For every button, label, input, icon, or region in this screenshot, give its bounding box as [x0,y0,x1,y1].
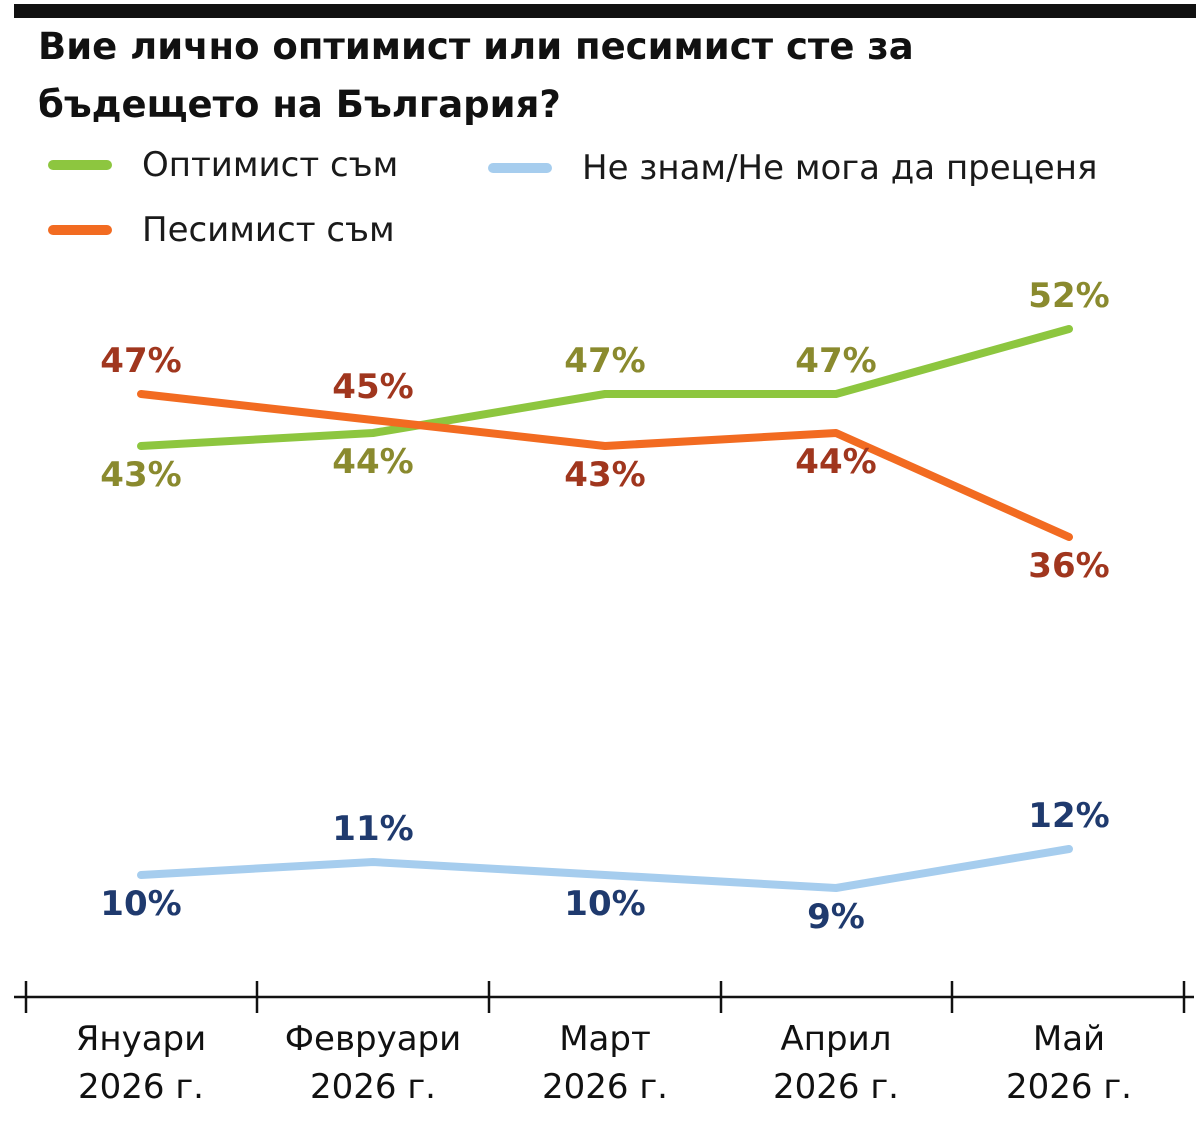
legend-item-dont-know: Не знам/Не мога да преценя [488,143,1097,193]
data-label-optimist-2: 47% [564,341,645,381]
data-label-optimist-0: 43% [100,455,181,495]
x-tick-label-4: Май 2026 г. [1006,1019,1132,1107]
legend-swatch-pessimist [48,225,112,235]
data-label-pessimist-1: 45% [332,367,413,407]
legend-swatch-optimist [48,160,112,170]
data-label-dont-know-0: 10% [100,884,181,924]
data-label-dont-know-1: 11% [332,809,413,849]
data-label-pessimist-3: 44% [795,442,876,482]
legend-label-dont-know: Не знам/Не мога да преценя [582,148,1098,188]
data-label-dont-know-3: 9% [807,897,865,937]
x-tick-label-3: Април 2026 г. [773,1019,899,1107]
legend-label-pessimist: Песимист съм [142,210,395,250]
legend-item-optimist: Оптимист съм [48,140,398,190]
legend-label-optimist: Оптимист съм [142,145,399,185]
data-label-dont-know-4: 12% [1028,796,1109,836]
chart-title: Вие лично оптимист или песимист сте за б… [38,25,914,126]
legend-swatch-dont-know [488,163,552,173]
series-line-pessimist [137,390,1073,541]
top-rule [14,4,1196,18]
data-label-pessimist-0: 47% [100,341,181,381]
series-line-dont-know [137,845,1073,892]
data-label-pessimist-4: 36% [1028,546,1109,586]
legend-item-pessimist: Песимист съм [48,205,395,255]
data-label-optimist-1: 44% [332,442,413,482]
data-label-optimist-4: 52% [1028,276,1109,316]
x-tick-label-2: Март 2026 г. [542,1019,668,1107]
x-tick-label-1: Февруари 2026 г. [285,1019,461,1107]
data-label-optimist-3: 47% [795,341,876,381]
x-tick-label-0: Януари 2026 г. [76,1019,207,1107]
series-line-optimist [137,325,1073,450]
data-label-pessimist-2: 43% [564,455,645,495]
data-label-dont-know-2: 10% [564,884,645,924]
